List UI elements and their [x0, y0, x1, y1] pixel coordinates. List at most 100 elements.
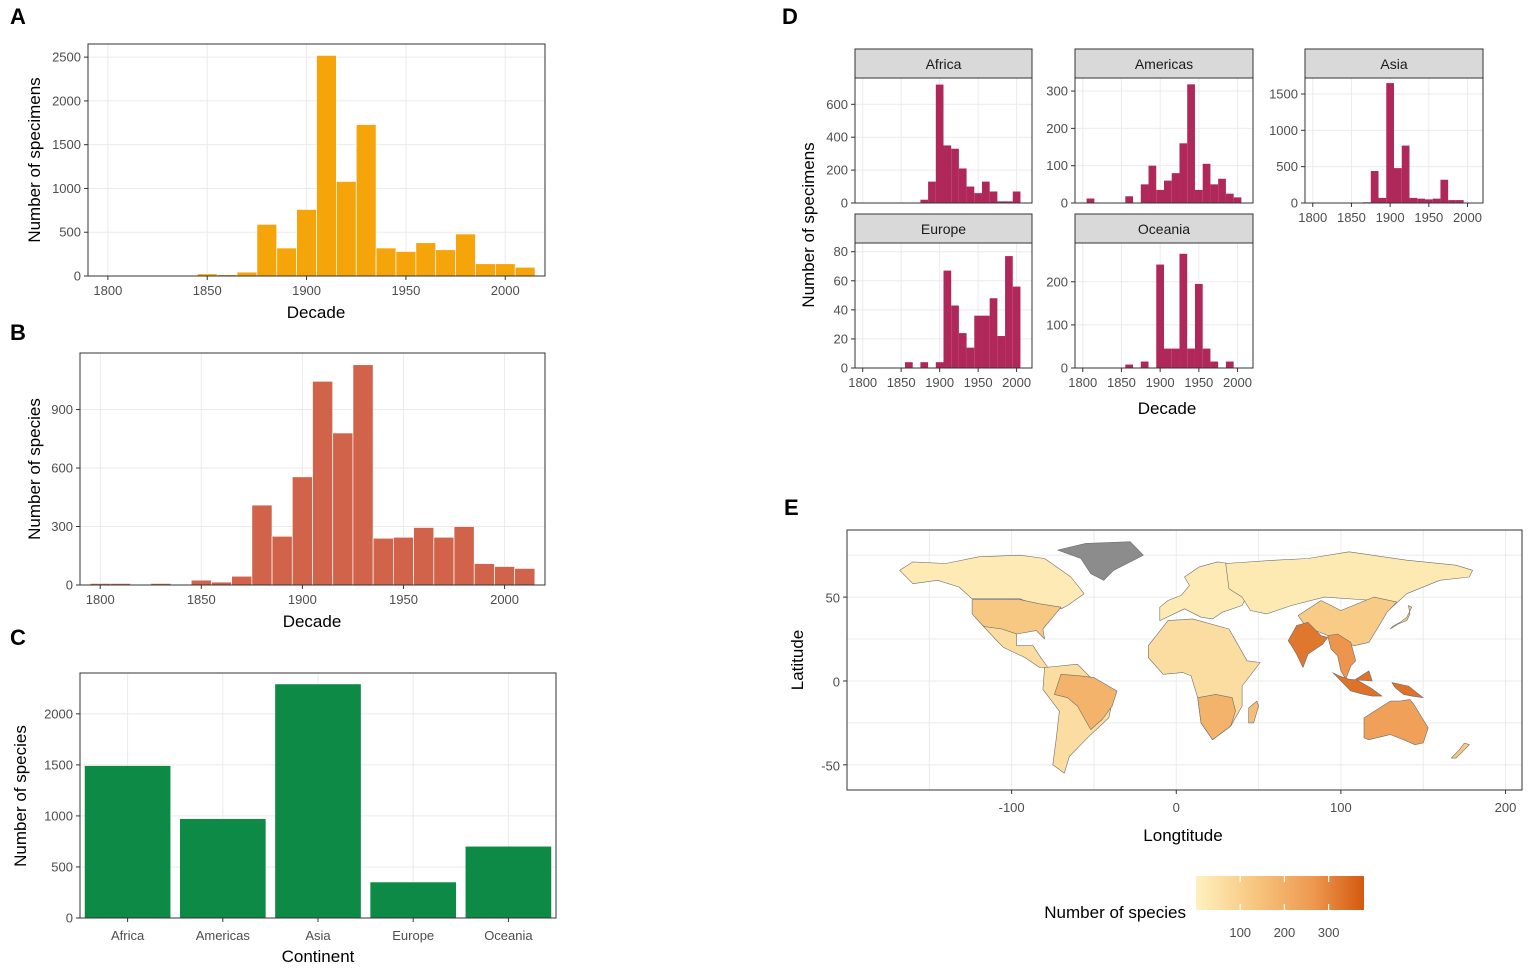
bar — [1140, 361, 1149, 368]
facet-asia: Asia 0 500 1000 1500 1800 1850 1900 1950 2000 — [1269, 48, 1484, 225]
bar — [920, 362, 929, 368]
bar — [966, 186, 975, 203]
y-tick-label: 0 — [841, 196, 848, 211]
bar — [1005, 256, 1013, 368]
bar — [935, 362, 944, 368]
bar — [251, 504, 273, 586]
bar — [1005, 201, 1013, 203]
bar — [316, 55, 337, 277]
panel-d-label: D — [782, 4, 798, 29]
bar — [1218, 178, 1226, 203]
x-axis-title: Decade — [1138, 399, 1197, 418]
bar — [981, 181, 990, 203]
bar-europe — [370, 882, 457, 918]
bar — [1202, 348, 1211, 368]
bar — [312, 380, 334, 586]
bar — [966, 347, 975, 368]
bar — [473, 563, 495, 586]
panel-border — [1074, 242, 1254, 369]
y-tick-label: 600 — [826, 97, 848, 112]
bar — [1455, 200, 1464, 203]
bar — [332, 432, 354, 586]
bar — [433, 536, 455, 586]
x-tick-label: 2000 — [490, 592, 519, 607]
panel-d-chart: Africa0200400600Americas0100200300Asia05… — [799, 48, 1484, 418]
bar — [958, 333, 967, 368]
bar — [291, 476, 313, 586]
bar-americas — [179, 818, 266, 918]
x-tick-label: 1900 — [925, 375, 954, 390]
region-australia — [1363, 699, 1429, 746]
y-tick-label: 300 — [51, 519, 73, 534]
bar — [296, 209, 317, 277]
region-russia-central-asia — [1225, 551, 1473, 615]
x-axis-title: Continent — [282, 947, 355, 966]
bar — [1409, 197, 1418, 203]
bar — [920, 199, 929, 203]
facet-oceania: Oceania 0 100 200 1800 1850 1900 1950 2000 — [1046, 213, 1254, 390]
x-tick-label: 1950 — [1414, 210, 1443, 225]
bar — [355, 124, 377, 277]
legend-colorbar — [1196, 876, 1364, 910]
bar — [455, 233, 476, 277]
y-axis-title: Number of specimens — [25, 77, 44, 242]
bar — [981, 315, 990, 368]
bar — [435, 249, 456, 277]
y-tick-label: 0 — [1291, 196, 1298, 211]
x-tick-label: 1900 — [292, 283, 321, 298]
facet-strip — [1074, 213, 1254, 244]
panel-a-label: A — [10, 4, 26, 29]
x-tick-label: Asia — [305, 928, 331, 943]
panel-border — [79, 352, 546, 586]
bar — [1194, 283, 1203, 368]
bar — [352, 364, 374, 586]
y-tick-label: 1000 — [1269, 123, 1298, 138]
y-axis-title: Number of specimens — [799, 142, 818, 307]
bar — [1225, 361, 1234, 368]
y-tick-label: 80 — [834, 244, 848, 259]
region-mexico-central-america — [983, 626, 1049, 668]
x-axis-title: Decade — [287, 303, 346, 322]
y-tick-label: 2000 — [52, 93, 81, 108]
y-tick-label: 200 — [1046, 274, 1068, 289]
facet-strip — [854, 48, 1033, 79]
bar-africa — [84, 765, 171, 918]
y-tick-label: 500 — [1276, 159, 1298, 174]
bar — [997, 201, 1006, 203]
bar — [413, 527, 435, 586]
bar — [935, 84, 944, 203]
y-tick-label: 200 — [826, 163, 848, 178]
bar — [1171, 173, 1180, 203]
region-greenland — [1057, 541, 1144, 581]
x-tick-label: Americas — [196, 928, 251, 943]
x-tick-label: 100 — [1330, 800, 1352, 815]
bar — [989, 298, 998, 368]
facet-strip — [854, 213, 1033, 244]
facet-europe: Europe 0 20 40 60 80 1800 1850 1900 1950 2000 — [834, 213, 1033, 390]
bar — [231, 575, 253, 586]
legend-tick-label: 200 — [1274, 925, 1296, 940]
bar — [393, 536, 414, 586]
panel-c-chart: Africa Americas Asia Europe Oceania 0 500 1000 1… — [11, 672, 557, 966]
x-tick-label: 1950 — [389, 592, 418, 607]
panel-border — [1074, 77, 1254, 204]
bar — [1386, 83, 1394, 203]
panel-border — [854, 242, 1033, 369]
y-tick-label: 40 — [834, 302, 848, 317]
x-tick-label: 1800 — [86, 592, 115, 607]
bar — [951, 148, 959, 203]
region-new-guinea — [1391, 682, 1424, 699]
x-tick-label: 1800 — [1298, 210, 1327, 225]
y-tick-label: 1000 — [52, 181, 81, 196]
bar — [190, 579, 212, 586]
bar — [1194, 189, 1203, 203]
panel-border — [854, 77, 1033, 204]
bar — [928, 181, 936, 203]
x-axis-title: Longtitude — [1143, 826, 1222, 845]
bar — [375, 247, 397, 277]
bar — [1125, 364, 1134, 368]
bar — [1171, 348, 1180, 368]
facet-americas: Americas 0 100 200 300 — [1046, 48, 1254, 211]
x-tick-label: 1950 — [391, 283, 420, 298]
bar-asia — [275, 684, 361, 918]
